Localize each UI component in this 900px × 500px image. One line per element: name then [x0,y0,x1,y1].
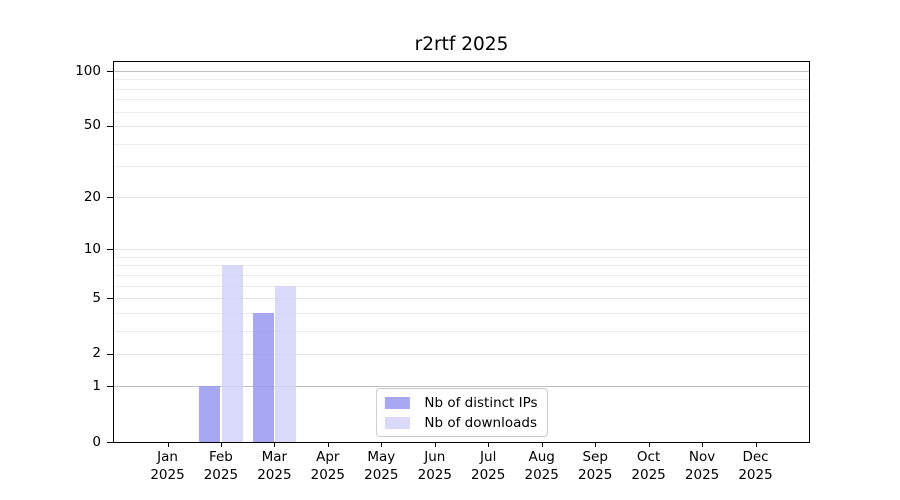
legend-label: Nb of downloads [424,414,537,431]
legend-row: Nb of distinct IPs [384,394,538,411]
gridline [114,386,809,388]
gridline [114,71,809,72]
x-tick-label: Sep 2025 [550,449,640,484]
legend: Nb of distinct IPs Nb of downloads [375,388,548,437]
x-tick [648,442,650,447]
x-tick-label: Feb 2025 [176,449,266,484]
x-tick-year: 2025 [631,466,666,483]
x-tick [702,442,704,447]
bar-downloads [221,265,243,442]
x-tick-month: Jan [157,449,178,465]
x-tick-label: Oct 2025 [604,449,694,484]
x-tick [167,442,169,447]
gridline [114,249,809,251]
x-tick-year: 2025 [578,466,613,483]
y-tick [107,442,113,443]
x-tick-year: 2025 [310,466,345,483]
x-tick-month: Jul [480,449,497,465]
x-tick-label: Dec 2025 [711,449,801,484]
y-tick-label: 50 [83,117,101,134]
y-tick [107,298,113,299]
x-tick [434,442,436,447]
y-tick-label: 2 [92,345,101,362]
x-tick [595,442,597,447]
y-tick [107,353,113,355]
y-tick-label: 0 [92,433,101,450]
gridline [114,298,809,299]
x-tick [755,442,757,447]
x-tick-month: Mar [261,449,288,465]
gridline [114,265,809,267]
gridline [114,143,809,145]
gridline [114,166,809,167]
plot-area: 0 1 2 5 10 20 50 100 Jan 2025 Feb 2025 Mar 2025 Apr 20… [75,61,810,483]
x-tick-month: May [367,449,396,465]
x-tick-label: Jun 2025 [390,449,480,484]
x-tick-month: Jun [424,449,446,465]
gridline [114,111,809,113]
legend-label: Nb of distinct IPs [424,394,538,411]
legend-row: Nb of downloads [384,414,537,431]
y-tick-label: 10 [83,240,101,257]
gridline [114,312,809,314]
y-tick-label: 100 [75,62,101,79]
x-tick-year: 2025 [257,466,292,483]
bar-distinct-ips [252,312,274,442]
x-tick-year: 2025 [203,466,239,483]
x-tick-month: Sep [582,449,608,465]
x-tick-month: Nov [688,449,716,465]
x-tick-month: Dec [742,449,769,465]
x-tick-year: 2025 [150,466,185,483]
x-tick-label: Apr 2025 [283,449,373,484]
x-tick-label: Aug 2025 [497,449,587,484]
gridline [114,256,809,258]
bar-distinct-ips [199,386,221,442]
x-tick-month: Feb [208,449,233,465]
gridline [114,79,809,81]
x-tick-year: 2025 [684,466,720,483]
gridline [114,99,809,101]
gridline [114,330,809,332]
x-tick [541,442,543,447]
x-tick-label: Jul 2025 [443,449,533,484]
x-tick [327,442,329,447]
x-tick-year: 2025 [471,466,506,483]
x-tick-label: Jan 2025 [123,449,213,484]
chart-title: r2rtf 2025 [414,34,509,55]
gridline [114,274,809,276]
legend-swatch-downloads [384,416,410,429]
y-tick [107,71,113,72]
x-tick [274,442,276,447]
y-tick-label: 1 [92,377,101,394]
gridline [114,197,809,199]
x-tick-label: May 2025 [336,449,426,484]
y-tick [107,386,113,388]
x-tick [220,442,222,447]
gridline [114,353,809,355]
x-tick-year: 2025 [364,466,399,483]
y-tick [107,125,113,127]
x-tick-year: 2025 [738,466,773,483]
gridline [114,88,809,90]
y-tick-label: 20 [83,188,101,205]
x-tick-month: Oct [636,449,661,465]
x-tick-month: Aug [528,449,555,465]
x-tick-year: 2025 [524,466,559,483]
gridline [114,125,809,127]
x-tick-month: Apr [316,449,340,465]
x-tick-label: Mar 2025 [229,449,319,484]
x-tick [488,442,490,447]
legend-swatch-distinct-ips [384,396,410,409]
y-tick [107,197,113,199]
y-tick [107,249,113,251]
x-tick-label: Nov 2025 [657,449,747,484]
x-tick-year: 2025 [417,466,452,483]
y-tick-label: 5 [92,289,101,306]
bar-downloads [275,285,297,442]
gridline [114,285,809,287]
x-tick [381,442,383,447]
